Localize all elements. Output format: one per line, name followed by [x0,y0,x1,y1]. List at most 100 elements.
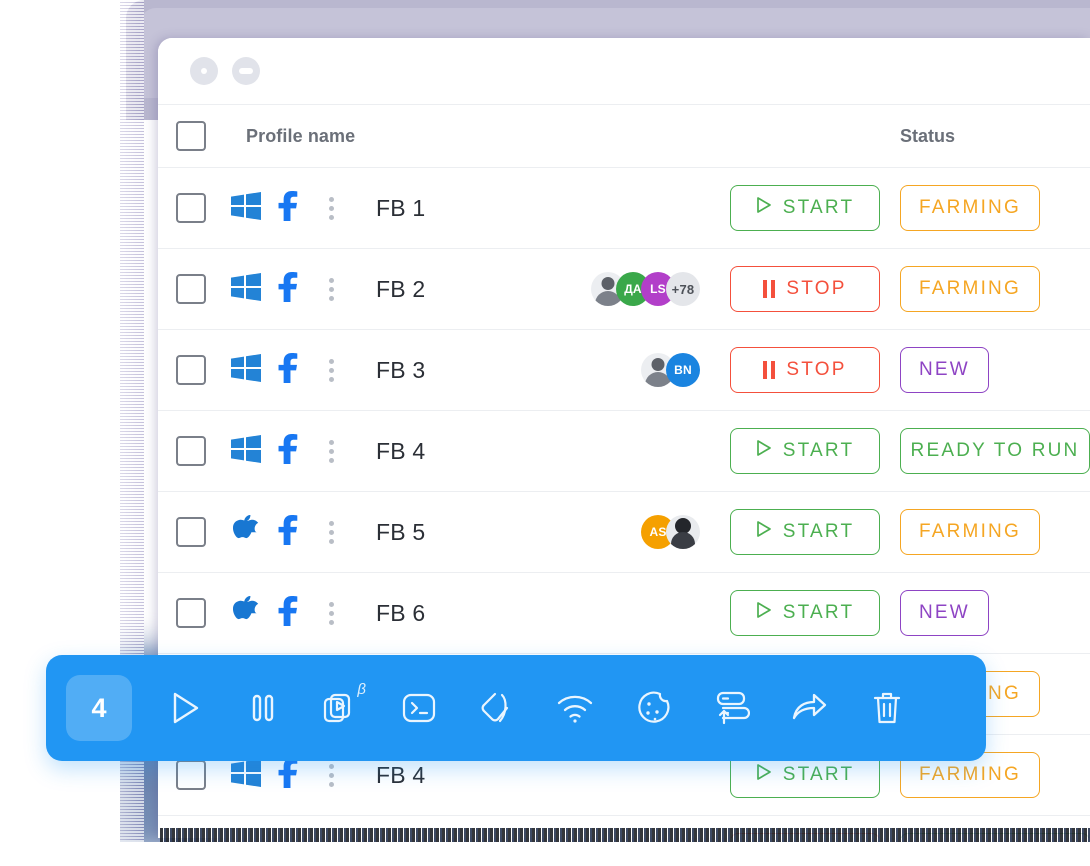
start-button[interactable]: START [730,185,880,231]
row-checkbox[interactable] [176,760,206,790]
row-checkbox[interactable] [176,517,206,547]
row-select-cell[interactable] [158,517,224,547]
row-checkbox[interactable] [176,598,206,628]
facebook-icon [277,271,299,307]
row-menu-cell[interactable] [308,277,354,301]
start-button-label: START [782,764,855,785]
start-button-label: START [782,197,855,218]
table-row[interactable] [158,816,1090,838]
tags-button[interactable] [458,675,536,741]
row-menu-icon[interactable] [328,763,334,787]
row-select-cell[interactable] [158,760,224,790]
avatar[interactable]: BN [666,353,700,387]
cookies-button[interactable] [614,675,692,741]
row-select-cell[interactable] [158,598,224,628]
row-menu-cell[interactable] [308,763,354,787]
record-dot-icon [201,68,207,74]
profile-name: FB 6 [376,599,426,626]
status-cell: NEW [896,347,1090,393]
row-menu-icon[interactable] [328,520,334,544]
table-row[interactable]: FB 3 BN STOP NEW [158,330,1090,411]
multi-window-button[interactable]: β [302,675,380,741]
start-selected-button[interactable] [146,675,224,741]
row-menu-icon[interactable] [328,439,334,463]
row-checkbox[interactable] [176,274,206,304]
start-button-label: START [782,602,855,623]
play-icon [756,601,772,625]
row-menu-cell[interactable] [308,439,354,463]
table-row[interactable]: FB 4 START READY TO RUN [158,411,1090,492]
facebook-icon [277,514,299,550]
app-cell [268,433,308,469]
status-badge[interactable]: FARMING [900,509,1040,555]
column-header-status: Status [900,125,956,146]
select-all-checkbox[interactable] [176,121,206,151]
row-select-cell[interactable] [158,436,224,466]
column-header-profile-name: Profile name [246,125,356,146]
facebook-icon [277,595,299,631]
status-badge[interactable]: NEW [900,590,989,636]
start-button[interactable]: START [730,428,880,474]
pause-icon [763,361,776,379]
row-menu-icon[interactable] [328,196,334,220]
avatar[interactable] [666,515,700,549]
stop-button[interactable]: STOP [730,266,880,312]
stop-button[interactable]: STOP [730,347,880,393]
status-badge[interactable]: FARMING [900,185,1040,231]
profile-name: FB 4 [376,761,426,788]
stop-selected-button[interactable] [224,675,302,741]
row-select-cell[interactable] [158,193,224,223]
bottom-whitespace [0,842,1090,866]
table-row[interactable]: FB 1 START FARMING [158,168,1090,249]
action-cell [714,833,896,838]
console-button[interactable] [380,675,458,741]
app-cell [268,190,308,226]
record-button[interactable] [190,57,218,85]
status-cell: NEW [896,590,1090,636]
stop-button[interactable] [730,833,880,838]
status-badge[interactable]: FARMING [900,266,1040,312]
profile-name: FB 2 [376,275,426,302]
row-menu-cell[interactable] [308,601,354,625]
table-row[interactable]: FB 5 AS START FARMING [158,492,1090,573]
export-button[interactable] [692,675,770,741]
delete-button[interactable] [848,675,926,741]
status-badge[interactable]: NEW [900,347,989,393]
row-checkbox[interactable] [176,436,206,466]
table-row[interactable]: FB 2 ДА LS +78 STOP FARMING [158,249,1090,330]
row-select-cell[interactable] [158,274,224,304]
selected-count-badge[interactable]: 4 [66,675,132,741]
row-checkbox[interactable] [176,355,206,385]
select-all-cell[interactable] [158,121,224,151]
row-menu-cell[interactable] [308,196,354,220]
row-menu-cell[interactable] [308,358,354,382]
facebook-icon [277,352,299,388]
windows-icon [231,272,261,306]
start-button[interactable]: START [730,590,880,636]
beta-label: β [357,681,366,698]
apple-icon [232,595,259,631]
os-cell [224,595,268,631]
status-badge[interactable]: READY TO RUN [900,428,1090,474]
minimize-button[interactable] [232,57,260,85]
share-button[interactable] [770,675,848,741]
app-cell [268,757,308,793]
start-button-label: START [782,440,855,461]
row-menu-icon[interactable] [328,358,334,382]
start-button[interactable]: START [730,509,880,555]
row-select-cell[interactable] [158,355,224,385]
os-cell [224,434,268,468]
row-checkbox[interactable] [176,193,206,223]
os-cell [224,191,268,225]
status-badge[interactable] [900,833,1090,838]
avatar-overflow-count[interactable]: +78 [666,272,700,306]
proxy-button[interactable] [536,675,614,741]
row-menu-icon[interactable] [328,601,334,625]
row-menu-icon[interactable] [328,277,334,301]
windows-icon [231,353,261,387]
action-cell: STOP [714,266,896,312]
row-menu-cell[interactable] [308,520,354,544]
table-row[interactable]: FB 6 START NEW [158,573,1090,654]
minimize-dash-icon [239,68,253,74]
bulk-action-toolbar: 4 β [46,655,986,761]
